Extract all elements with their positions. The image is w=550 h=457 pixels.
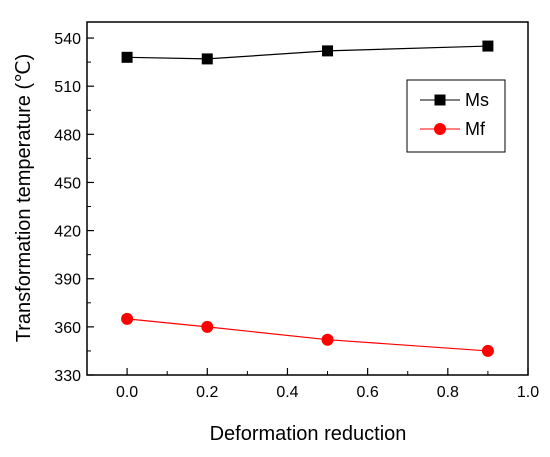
legend-marker-mf xyxy=(434,123,446,135)
series-layer xyxy=(121,40,494,357)
data-point-ms xyxy=(322,45,334,57)
y-tick-label: 540 xyxy=(54,31,81,48)
y-tick-label: 330 xyxy=(54,368,81,385)
y-tick-label: 360 xyxy=(54,320,81,337)
y-tick-label: 390 xyxy=(54,272,81,289)
legend-label-ms: Ms xyxy=(465,90,489,110)
data-point-mf xyxy=(481,344,494,357)
y-tick-label: 450 xyxy=(54,175,81,192)
x-axis-title: Deformation reduction xyxy=(210,423,407,445)
legend-box xyxy=(406,79,506,153)
x-tick-label: 0.6 xyxy=(357,384,379,401)
data-point-ms xyxy=(201,53,213,65)
legend-marker-ms xyxy=(434,94,446,106)
data-point-mf xyxy=(121,312,134,325)
y-tick-label: 420 xyxy=(54,224,81,241)
legend: Ms Mf xyxy=(406,79,506,153)
x-tick-label: 0.2 xyxy=(196,384,218,401)
series-line-ms xyxy=(127,45,488,60)
data-point-ms xyxy=(121,51,133,63)
plot-frame xyxy=(86,21,529,376)
y-axis-title: Transformation temperature (℃) xyxy=(13,54,35,342)
y-tick-label: 480 xyxy=(54,127,81,144)
data-point-ms xyxy=(482,40,494,52)
x-tick-label: 1.0 xyxy=(517,384,539,401)
x-tick-label: 0.0 xyxy=(116,384,138,401)
data-point-mf xyxy=(201,320,214,333)
legend-label-mf: Mf xyxy=(465,119,486,139)
axis-ticks: 0.0 0.2 0.4 0.6 0.8 1.0 330 360 390 420 450 480 510 5… xyxy=(54,31,539,401)
series-line-mf xyxy=(127,318,488,352)
x-tick-label: 0.8 xyxy=(437,384,459,401)
y-tick-label: 510 xyxy=(54,79,81,96)
data-point-mf xyxy=(321,333,334,346)
x-tick-label: 0.4 xyxy=(276,384,298,401)
